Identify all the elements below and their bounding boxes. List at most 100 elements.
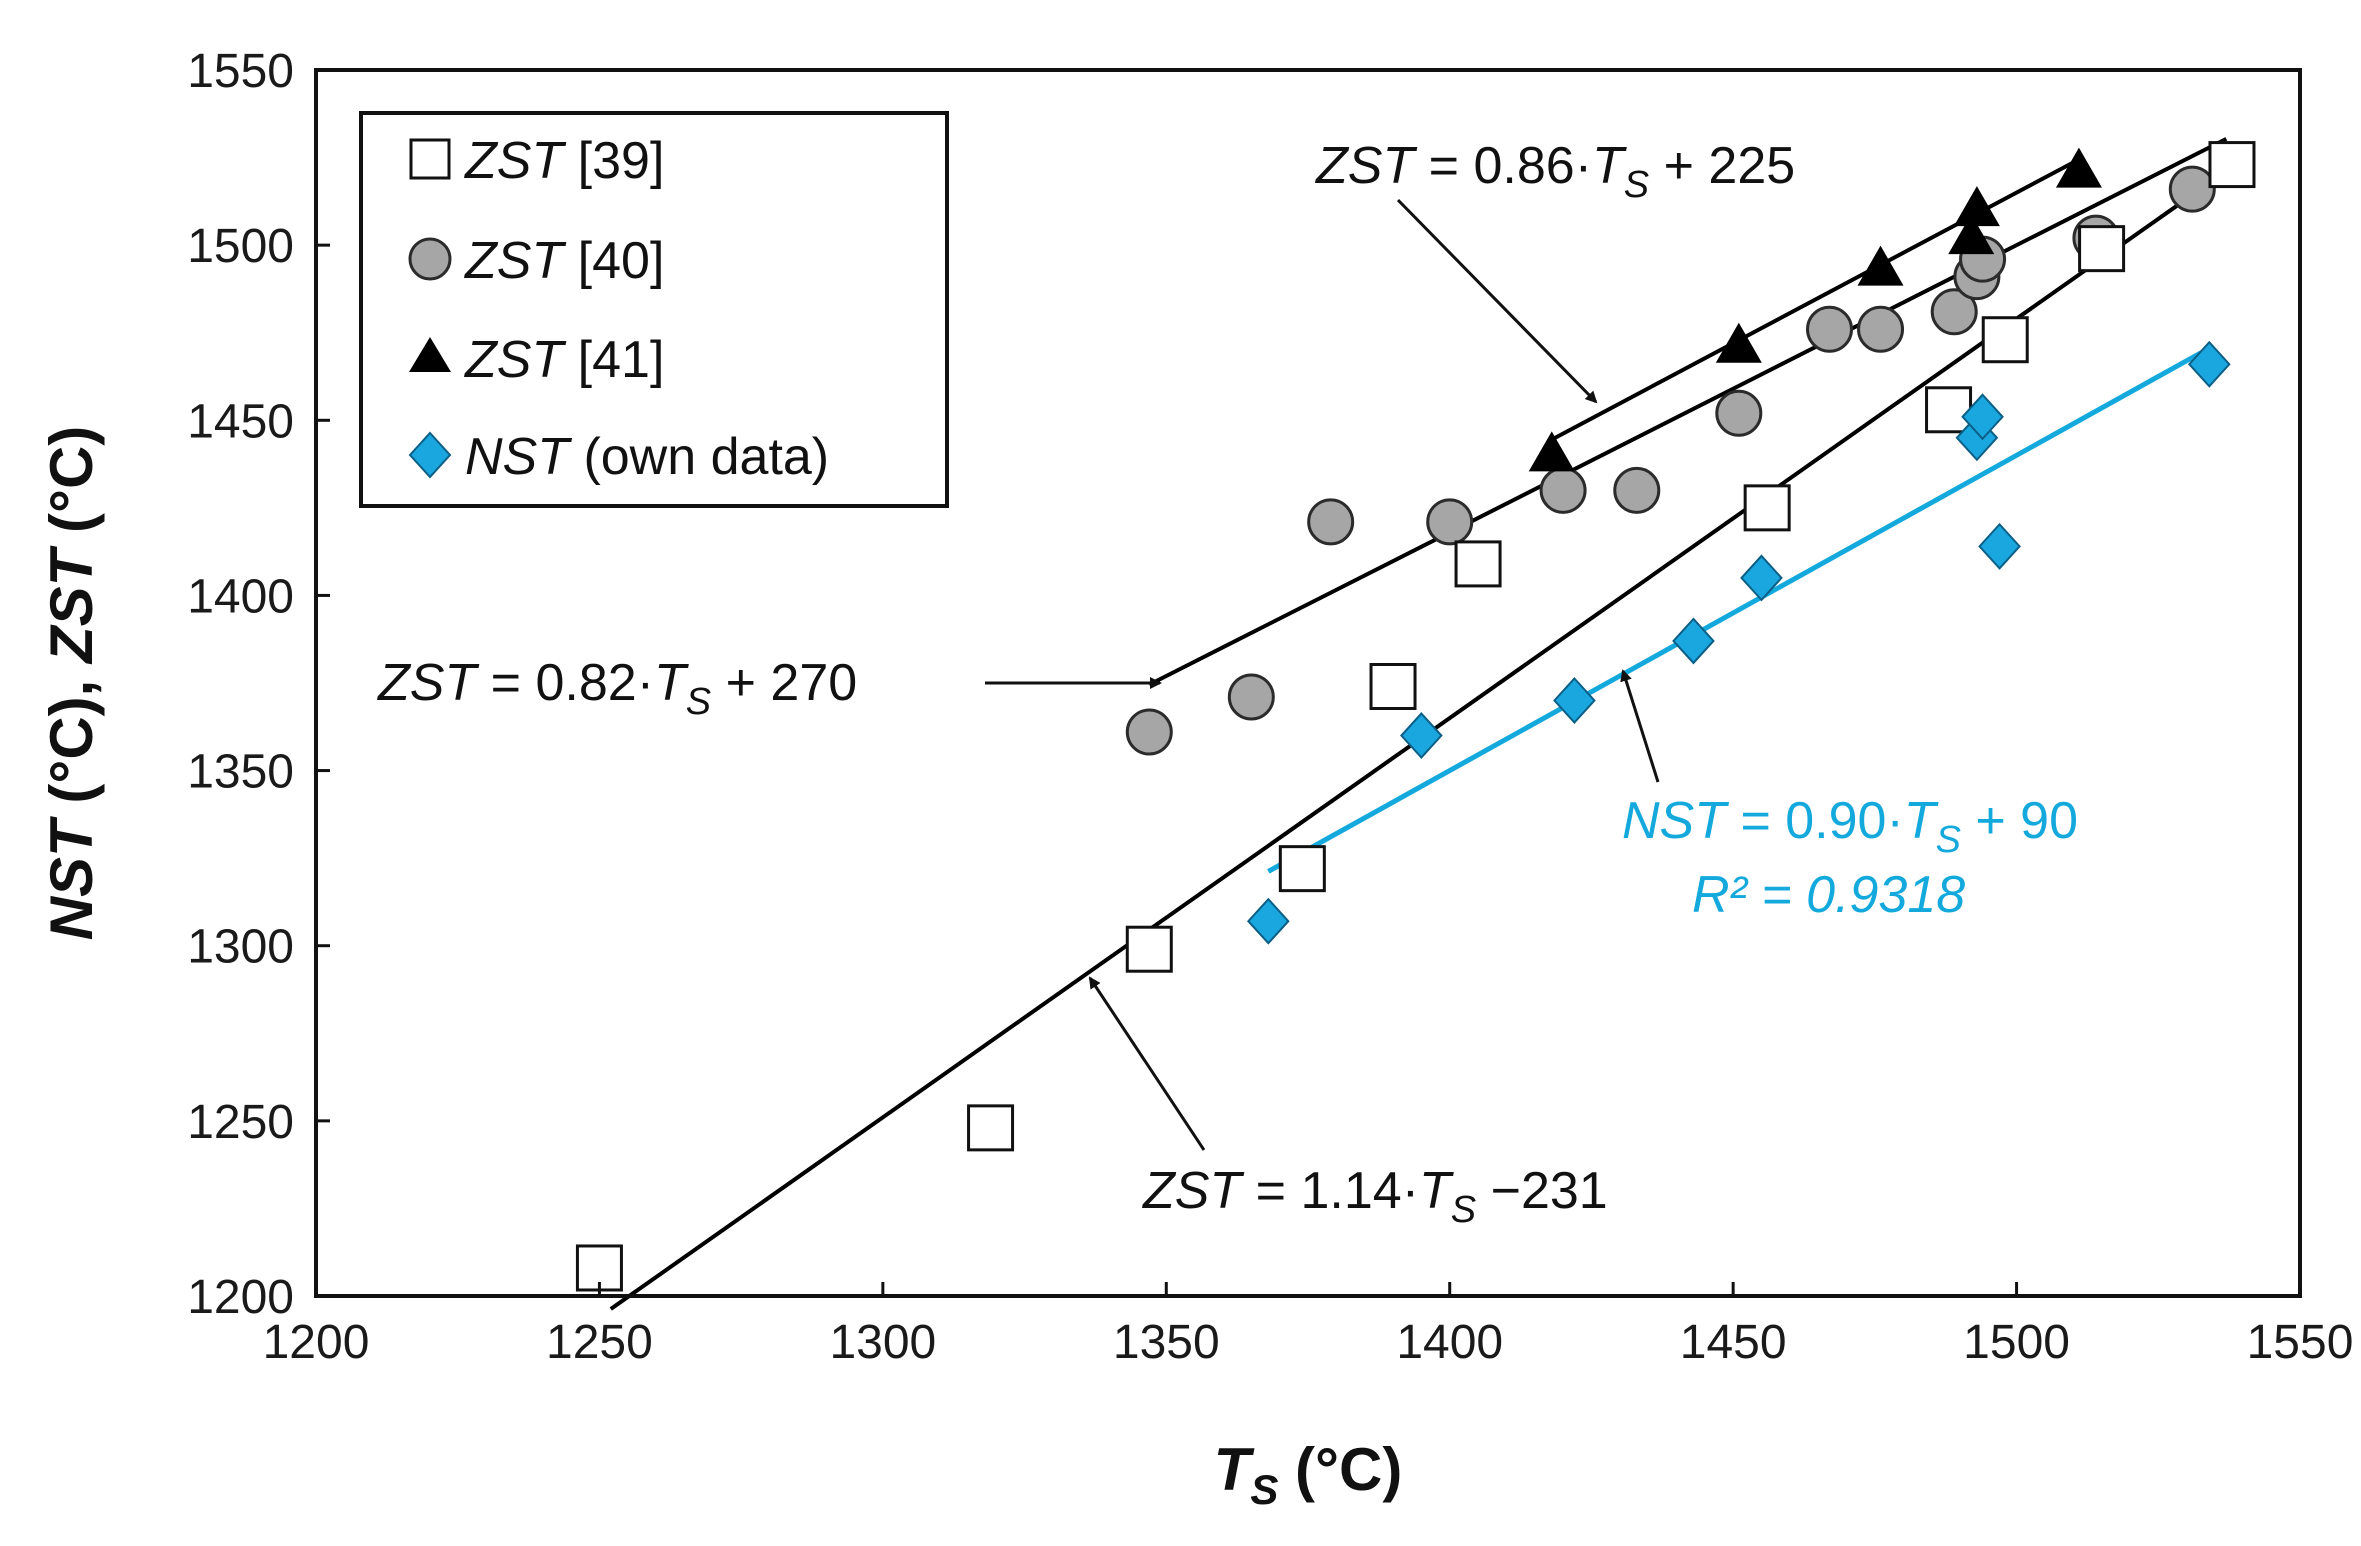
arrow-zst-39 xyxy=(1088,976,1206,1151)
x-tick-label: 1450 xyxy=(1680,1316,1787,1369)
legend-label-zst-40-var: ZST xyxy=(463,232,566,290)
point-zst-40 xyxy=(1125,708,1173,756)
x-tick-label: 1500 xyxy=(1963,1316,2070,1369)
point-zst-39 xyxy=(1369,663,1417,711)
legend-label-zst-41-var: ZST xyxy=(463,331,566,389)
legend-label-zst-40-ref: [40] xyxy=(563,232,664,290)
y-axis-title-nst: NST xyxy=(38,816,105,940)
eq-zst-39-coef: = 1.14· xyxy=(1241,1162,1419,1220)
eq-zst-41-label: ZST = 0.86·TS + 225 xyxy=(1314,137,1795,206)
eq-zst-39-sub: S xyxy=(1451,1189,1476,1231)
point-nst xyxy=(1553,677,1596,725)
legend-label-nst: NST (own data) xyxy=(465,428,829,486)
y-tick-label: 1300 xyxy=(187,921,294,974)
point-zst-40 xyxy=(2168,165,2216,213)
eq-nst-sub: S xyxy=(1936,819,1961,861)
eq-zst-39-ts: T xyxy=(1419,1162,1454,1220)
point-nst xyxy=(1978,522,2021,570)
point-zst-40 xyxy=(1806,305,1854,353)
point-zst-39 xyxy=(1278,845,1326,893)
legend-label-zst-41: ZST [41] xyxy=(463,331,664,389)
legend-label-zst-41-ref: [41] xyxy=(563,331,664,389)
legend-marker-zst-41 xyxy=(409,337,451,372)
eq-zst-39-label: ZST = 1.14·TS −231 xyxy=(1141,1162,1608,1231)
arrow-nst xyxy=(1620,669,1660,783)
point-zst-39 xyxy=(1125,925,1173,973)
eq-zst-39-var: ZST xyxy=(1141,1162,1244,1220)
eq-nst-ts: T xyxy=(1904,792,1939,850)
legend-label-zst-39-var: ZST xyxy=(463,132,566,190)
y-tick-label: 1350 xyxy=(187,746,294,799)
annotations: ZST = 0.86·TS + 225 ZST = 0.82·TS + 270 … xyxy=(376,137,2078,1231)
point-zst-40 xyxy=(1539,466,1587,514)
data-points xyxy=(575,141,2256,1292)
point-zst-40 xyxy=(1307,498,1355,546)
point-zst-39 xyxy=(1743,484,1791,532)
point-nst xyxy=(1672,617,1715,665)
x-tick-label: 1350 xyxy=(1113,1316,1220,1369)
point-nst xyxy=(1961,393,2004,441)
eq-nst-coef: = 0.90· xyxy=(1726,792,1904,850)
legend-label-nst-var: NST xyxy=(465,428,572,486)
fit-zst-41-line xyxy=(1550,157,2080,442)
eq-nst-tail: + 90 xyxy=(1961,792,2078,850)
legend: ZST [39] ZST [40] ZST [41] NST (own data… xyxy=(359,111,949,508)
legend-box xyxy=(359,111,949,508)
point-zst-41 xyxy=(1948,214,1995,255)
point-zst-40 xyxy=(1715,389,1763,437)
y-tick-label: 1550 xyxy=(187,45,294,98)
eq-zst-40-label: ZST = 0.82·TS + 270 xyxy=(376,654,857,723)
y-tick-label: 1400 xyxy=(187,570,294,623)
eq-zst-40-sub: S xyxy=(686,681,711,723)
eq-zst-41-ts: T xyxy=(1592,137,1627,195)
fit-nst-line xyxy=(1267,345,2211,874)
y-axis-title-unit-2: (°C) xyxy=(38,426,105,550)
point-nst xyxy=(2187,340,2231,388)
point-zst-40 xyxy=(1930,288,1978,336)
eq-zst-40-coef: = 0.82· xyxy=(476,654,654,712)
x-axis-title-sub: S xyxy=(1250,1466,1278,1513)
x-tick-label: 1200 xyxy=(263,1316,370,1369)
r2-nst-text: R² = 0.9318 xyxy=(1692,866,1965,924)
y-tick-label: 1200 xyxy=(187,1271,294,1324)
point-zst-39 xyxy=(1925,386,1973,434)
x-tick-label: 1300 xyxy=(829,1316,936,1369)
point-zst-40 xyxy=(1613,466,1661,514)
r2-nst-label: R² = 0.9318 xyxy=(1692,866,1965,924)
y-axis-title-unit-1: (°C), xyxy=(38,663,105,820)
x-axis-title-main: T xyxy=(1214,1436,1255,1503)
legend-marker-zst-40 xyxy=(408,237,452,281)
arrow-zst-41 xyxy=(1396,198,1598,404)
legend-label-zst-39-ref: [39] xyxy=(563,132,664,190)
x-tick-label: 1550 xyxy=(2247,1316,2354,1369)
point-zst-39 xyxy=(1454,540,1502,588)
eq-zst-41-var: ZST xyxy=(1314,137,1417,195)
y-tick-label: 1250 xyxy=(187,1096,294,1149)
point-zst-39 xyxy=(967,1104,1015,1152)
y-axis-title-zst: ZST xyxy=(38,545,105,665)
eq-zst-40-tail: + 270 xyxy=(711,654,857,712)
eq-zst-41-sub: S xyxy=(1624,164,1649,206)
point-zst-40 xyxy=(1426,498,1474,546)
eq-zst-39-tail: −231 xyxy=(1476,1162,1608,1220)
x-tick-label: 1250 xyxy=(546,1316,653,1369)
legend-marker-zst-39 xyxy=(409,138,451,180)
point-nst xyxy=(1740,554,1783,602)
point-zst-39 xyxy=(1981,316,2029,364)
plot-area-frame xyxy=(314,68,2302,1298)
point-zst-41 xyxy=(1857,245,1904,286)
eq-zst-40-var: ZST xyxy=(376,654,479,712)
y-tick-label: 1500 xyxy=(187,220,294,273)
point-zst-41 xyxy=(1528,431,1575,472)
legend-label-zst-40: ZST [40] xyxy=(463,232,664,290)
point-zst-41 xyxy=(1715,322,1762,363)
legend-label-nst-ref: (own data) xyxy=(569,428,829,486)
point-zst-40 xyxy=(1857,305,1905,353)
point-zst-41 xyxy=(2055,147,2102,188)
legend-marker-nst xyxy=(408,431,452,479)
fit-zst-40-line xyxy=(1148,137,2228,687)
point-zst-39 xyxy=(2208,141,2256,189)
eq-zst-40-ts: T xyxy=(654,654,689,712)
